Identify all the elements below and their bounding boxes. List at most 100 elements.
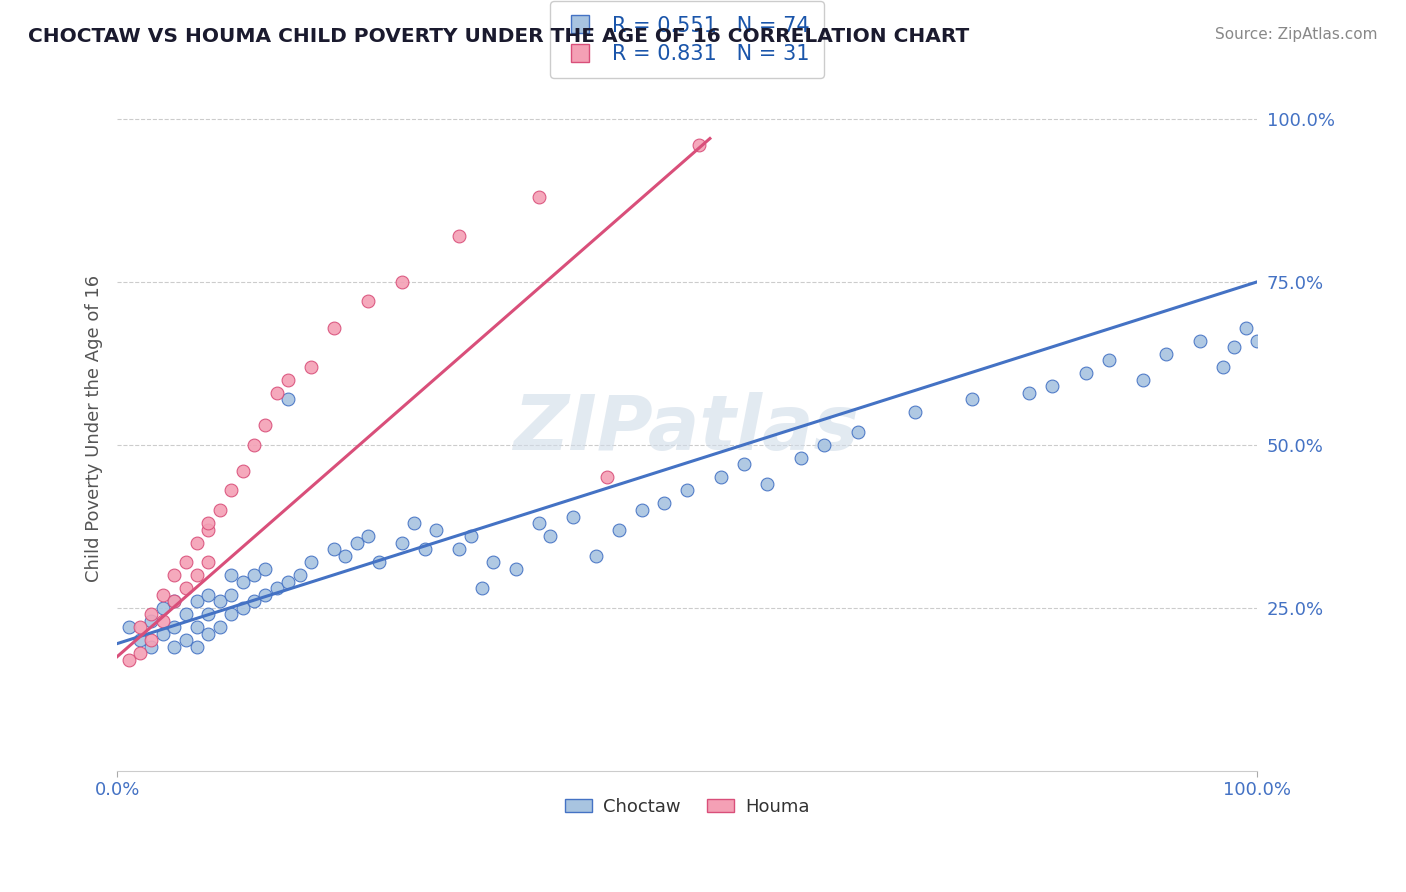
Point [391,535,413,549]
Point [277,373,299,387]
Point [368,555,391,569]
Point [1154,346,1177,360]
Point [676,483,699,498]
Point [141,607,163,622]
Point [299,359,322,374]
Point [710,470,733,484]
Point [208,620,231,634]
Point [607,523,630,537]
Point [391,275,413,289]
Point [277,574,299,589]
Point [630,503,652,517]
Point [219,568,242,582]
Point [232,574,254,589]
Point [197,588,219,602]
Point [688,138,710,153]
Point [482,555,505,569]
Point [163,568,186,582]
Point [299,555,322,569]
Point [174,581,197,595]
Text: CHOCTAW VS HOUMA CHILD POVERTY UNDER THE AGE OF 16 CORRELATION CHART: CHOCTAW VS HOUMA CHILD POVERTY UNDER THE… [28,27,969,45]
Point [733,458,755,472]
Point [254,418,277,433]
Point [219,607,242,622]
Point [186,594,208,608]
Point [813,438,835,452]
Point [254,588,277,602]
Point [1098,353,1121,368]
Point [219,588,242,602]
Point [141,614,163,628]
Point [322,542,344,557]
Point [755,477,778,491]
Y-axis label: Child Poverty Under the Age of 16: Child Poverty Under the Age of 16 [86,275,103,582]
Point [322,320,344,334]
Point [449,229,471,244]
Point [277,392,299,407]
Point [141,640,163,654]
Point [266,385,288,400]
Point [505,562,527,576]
Point [471,581,494,595]
Legend: Choctaw, Houma: Choctaw, Houma [557,791,817,823]
Text: Source: ZipAtlas.com: Source: ZipAtlas.com [1215,27,1378,42]
Point [152,627,174,641]
Point [1189,334,1212,348]
Point [585,549,607,563]
Point [197,523,219,537]
Point [790,450,813,465]
Point [152,614,174,628]
Point [152,600,174,615]
Point [174,633,197,648]
Text: ZIPatlas: ZIPatlas [515,392,860,466]
Point [129,646,152,660]
Point [1040,379,1063,393]
Point [243,568,266,582]
Point [208,594,231,608]
Point [232,600,254,615]
Point [163,640,186,654]
Point [117,620,139,634]
Point [163,594,186,608]
Point [197,627,219,641]
Point [357,529,380,543]
Point [197,555,219,569]
Point [186,535,208,549]
Point [186,620,208,634]
Point [460,529,482,543]
Point [186,568,208,582]
Point [1074,366,1097,380]
Point [266,581,288,595]
Point [163,620,186,634]
Point [232,464,254,478]
Point [219,483,242,498]
Point [243,594,266,608]
Point [129,633,152,648]
Point [1246,334,1268,348]
Point [163,594,186,608]
Point [254,562,277,576]
Point [141,633,163,648]
Point [243,438,266,452]
Point [1132,373,1154,387]
Point [197,516,219,530]
Point [538,529,561,543]
Point [117,653,139,667]
Point [652,496,675,510]
Point [846,425,869,439]
Point [449,542,471,557]
Point [174,607,197,622]
Point [562,509,585,524]
Point [960,392,983,407]
Point [346,535,368,549]
Point [197,607,219,622]
Point [596,470,619,484]
Point [357,294,380,309]
Point [425,523,447,537]
Point [208,503,231,517]
Point [402,516,425,530]
Point [1234,320,1257,334]
Point [527,516,550,530]
Point [152,588,174,602]
Point [174,555,197,569]
